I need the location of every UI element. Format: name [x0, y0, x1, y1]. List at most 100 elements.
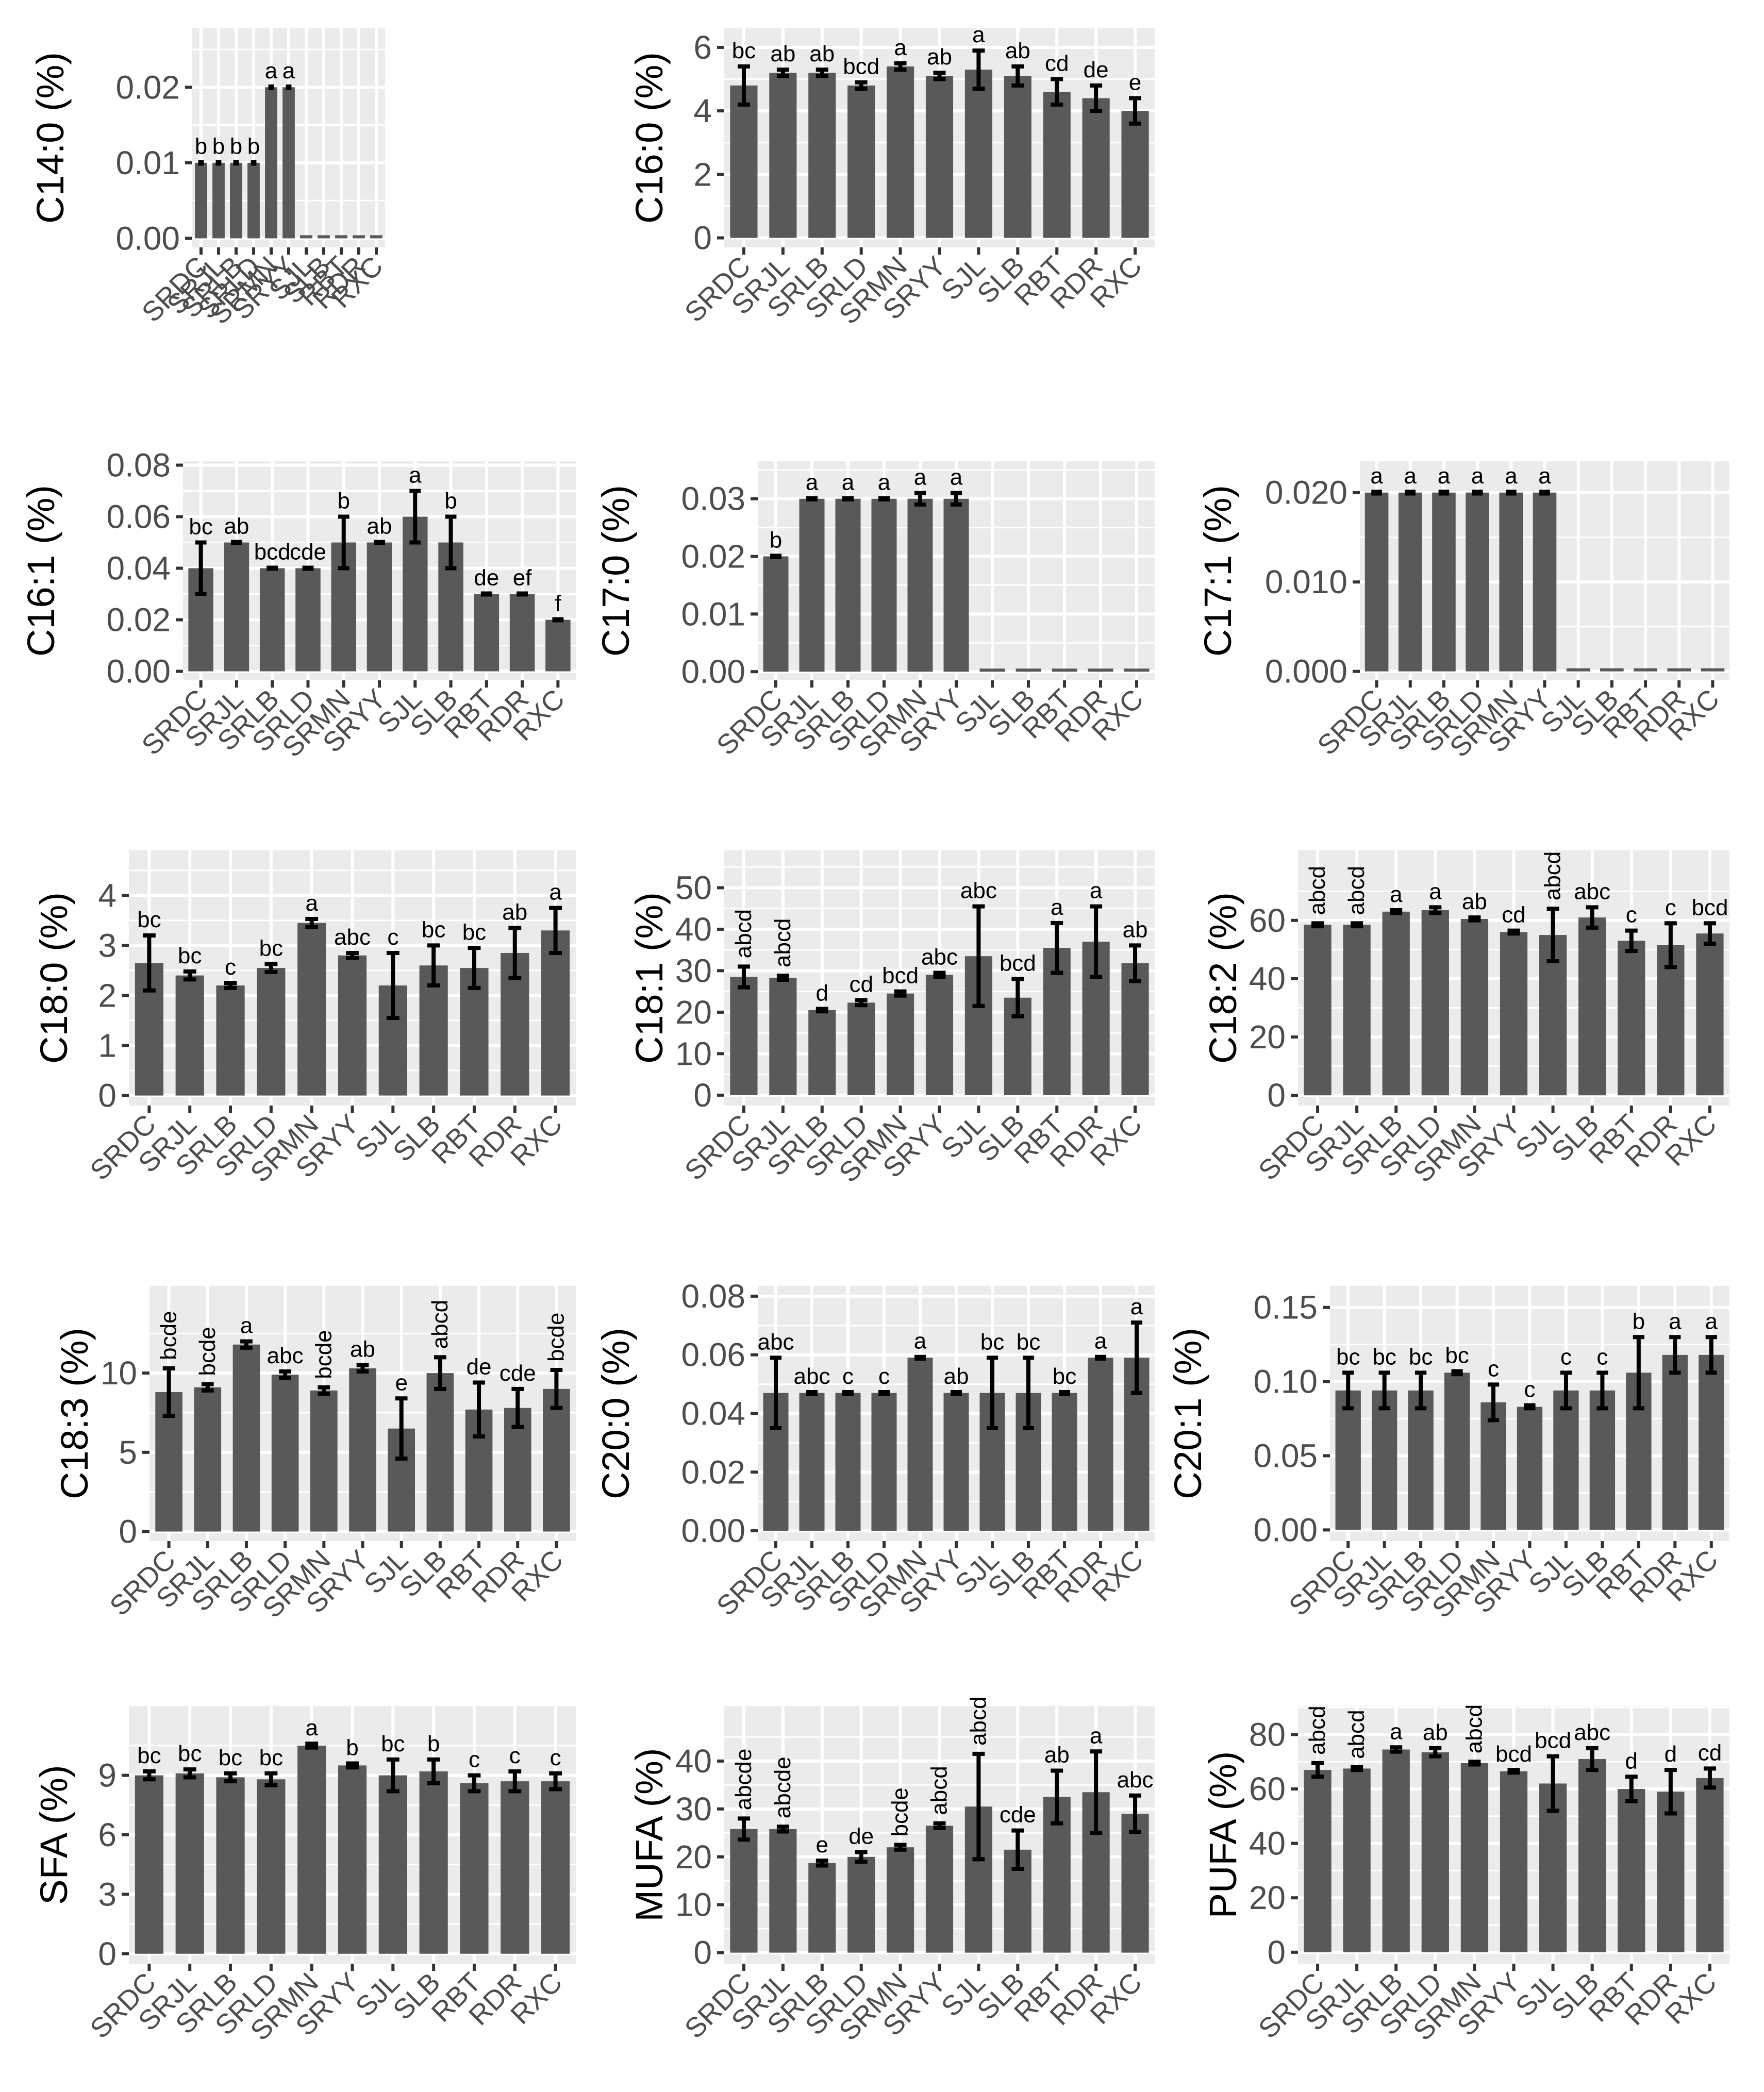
bar-SRLB: [808, 1010, 836, 1095]
error-bar-SRLD: [251, 160, 257, 166]
error-bar-SRMN: [914, 1354, 926, 1361]
bar-SRJL: [799, 1393, 825, 1531]
y-tick-label: 0.01: [681, 595, 745, 632]
bar-RXC: [1701, 668, 1725, 672]
significance-letter-SRLB: a: [842, 470, 855, 495]
bar-SRMN: [310, 1390, 338, 1532]
error-bar-SRMN: [1506, 489, 1517, 496]
error-bar-RDR: [1090, 1749, 1103, 1835]
bar-SRYY: [1500, 1771, 1528, 1952]
significance-letter-SRMN: a: [914, 465, 927, 490]
error-bar-SRYY: [374, 540, 385, 545]
bar-SJL: [1553, 1390, 1579, 1530]
error-bar-SRJL: [215, 160, 222, 166]
error-bar-SRMN: [338, 514, 350, 571]
error-bar-SLB: [434, 1355, 446, 1391]
error-bar-SJL: [972, 48, 985, 91]
y-tick-label: 0.00: [115, 220, 180, 257]
y-tick-label: 0.08: [681, 1278, 745, 1315]
bar-SRMN: [1460, 918, 1489, 1096]
error-bar-SRLB: [1390, 1745, 1403, 1754]
significance-letter-SLB: abc: [1574, 879, 1610, 904]
significance-letter-RXC: c: [550, 1745, 561, 1770]
error-bar-SRDC: [1311, 921, 1324, 929]
error-bar-SRLD: [878, 496, 890, 501]
error-bar-SRJL: [1405, 489, 1416, 496]
bar-SRMN: [1499, 492, 1523, 672]
y-tick-label: 10: [675, 1035, 712, 1072]
error-bar-SRYY: [933, 970, 946, 979]
bar-RDR: [1667, 668, 1691, 672]
bar-SRDC: [1335, 1390, 1361, 1530]
y-tick-label: 0: [693, 220, 712, 257]
significance-letter-RXC: bcde: [543, 1313, 569, 1362]
y-tick-label: 0.000: [1265, 653, 1347, 690]
y-tick-label: 30: [675, 1790, 712, 1828]
y-tick-label: 0.03: [681, 480, 745, 517]
error-bar-SRJL: [806, 1390, 818, 1396]
error-bar-RBT: [1051, 921, 1063, 975]
y-tick-label: 0: [98, 1935, 117, 1972]
error-bar-SRMN: [914, 491, 926, 507]
y-tick-label: 2: [98, 977, 117, 1014]
error-bar-SRLB: [1415, 1370, 1427, 1411]
significance-letter-SRLD: ab: [1423, 1720, 1448, 1745]
significance-letter-SRMN: bcd: [882, 963, 919, 989]
error-bar-SRJL: [776, 974, 789, 982]
bar-SRDC: [730, 1829, 758, 1953]
y-tick-label: 0.01: [115, 144, 180, 181]
bar-SLB: [1600, 668, 1624, 672]
y-axis-label: C17:1 (%): [1196, 485, 1239, 657]
y-tick-label: 0.08: [106, 447, 171, 484]
bar-RXC: [541, 930, 570, 1096]
error-bar-SRYY: [1539, 489, 1550, 496]
bar-SRDC: [1304, 1770, 1332, 1952]
bar-SRYY: [1517, 1407, 1543, 1530]
error-bar-RDR: [508, 926, 522, 980]
bar-SRLB: [808, 73, 836, 238]
error-bar-RXC: [1130, 1320, 1143, 1395]
error-bar-SRJL: [806, 496, 818, 501]
y-axis-label: SFA (%): [32, 1765, 75, 1904]
significance-letter-SRDC: abcd: [1305, 866, 1330, 915]
y-axis-label: MUFA (%): [628, 1748, 671, 1921]
bar-SRLD: [847, 1856, 875, 1953]
error-bar-SRLD: [264, 962, 278, 974]
bar-SRDC: [730, 977, 758, 1095]
y-tick-label: 1: [98, 1027, 117, 1064]
significance-letter-SRYY: ab: [927, 44, 952, 70]
error-bar-SRLD: [1472, 489, 1483, 496]
bar-SRLD: [1421, 1752, 1449, 1952]
error-bar-SRLD: [855, 80, 868, 91]
error-bar-SRLD: [855, 1850, 868, 1864]
error-bar-RXC: [550, 1367, 563, 1410]
error-bar-SJL: [986, 1355, 999, 1430]
error-bar-RXC: [552, 617, 564, 623]
error-bar-SLB: [1022, 1355, 1035, 1430]
significance-letter-SRDC: b: [770, 527, 782, 553]
y-tick-label: 6: [693, 29, 712, 66]
error-bar-SRLB: [1438, 489, 1450, 496]
significance-letter-SRLB: ab: [809, 41, 835, 66]
significance-letter-RBT: b: [1633, 1309, 1645, 1334]
significance-letter-SRYY: c: [1524, 1377, 1536, 1402]
y-tick-label: 0.04: [106, 550, 171, 587]
significance-letter-SJL: c: [387, 925, 398, 950]
error-bar-SRMN: [894, 989, 907, 998]
significance-letter-SRMN: a: [305, 1715, 318, 1740]
error-bar-SLB: [1011, 977, 1024, 1018]
significance-letter-SJL: a: [409, 463, 422, 488]
bar-SRYY: [338, 1765, 367, 1954]
bar-SJL: [1566, 668, 1590, 672]
error-bar-SRDC: [1342, 1370, 1354, 1411]
y-tick-label: 0.06: [106, 498, 171, 535]
error-bar-SRDC: [1371, 489, 1382, 496]
bar-SRJL: [769, 978, 797, 1095]
error-bar-SRLB: [233, 160, 239, 166]
bar-SRJL: [799, 498, 825, 672]
error-bar-SLB: [1596, 1370, 1608, 1411]
bar-SRJL: [175, 975, 204, 1096]
bar-SRMN: [1480, 1402, 1506, 1530]
